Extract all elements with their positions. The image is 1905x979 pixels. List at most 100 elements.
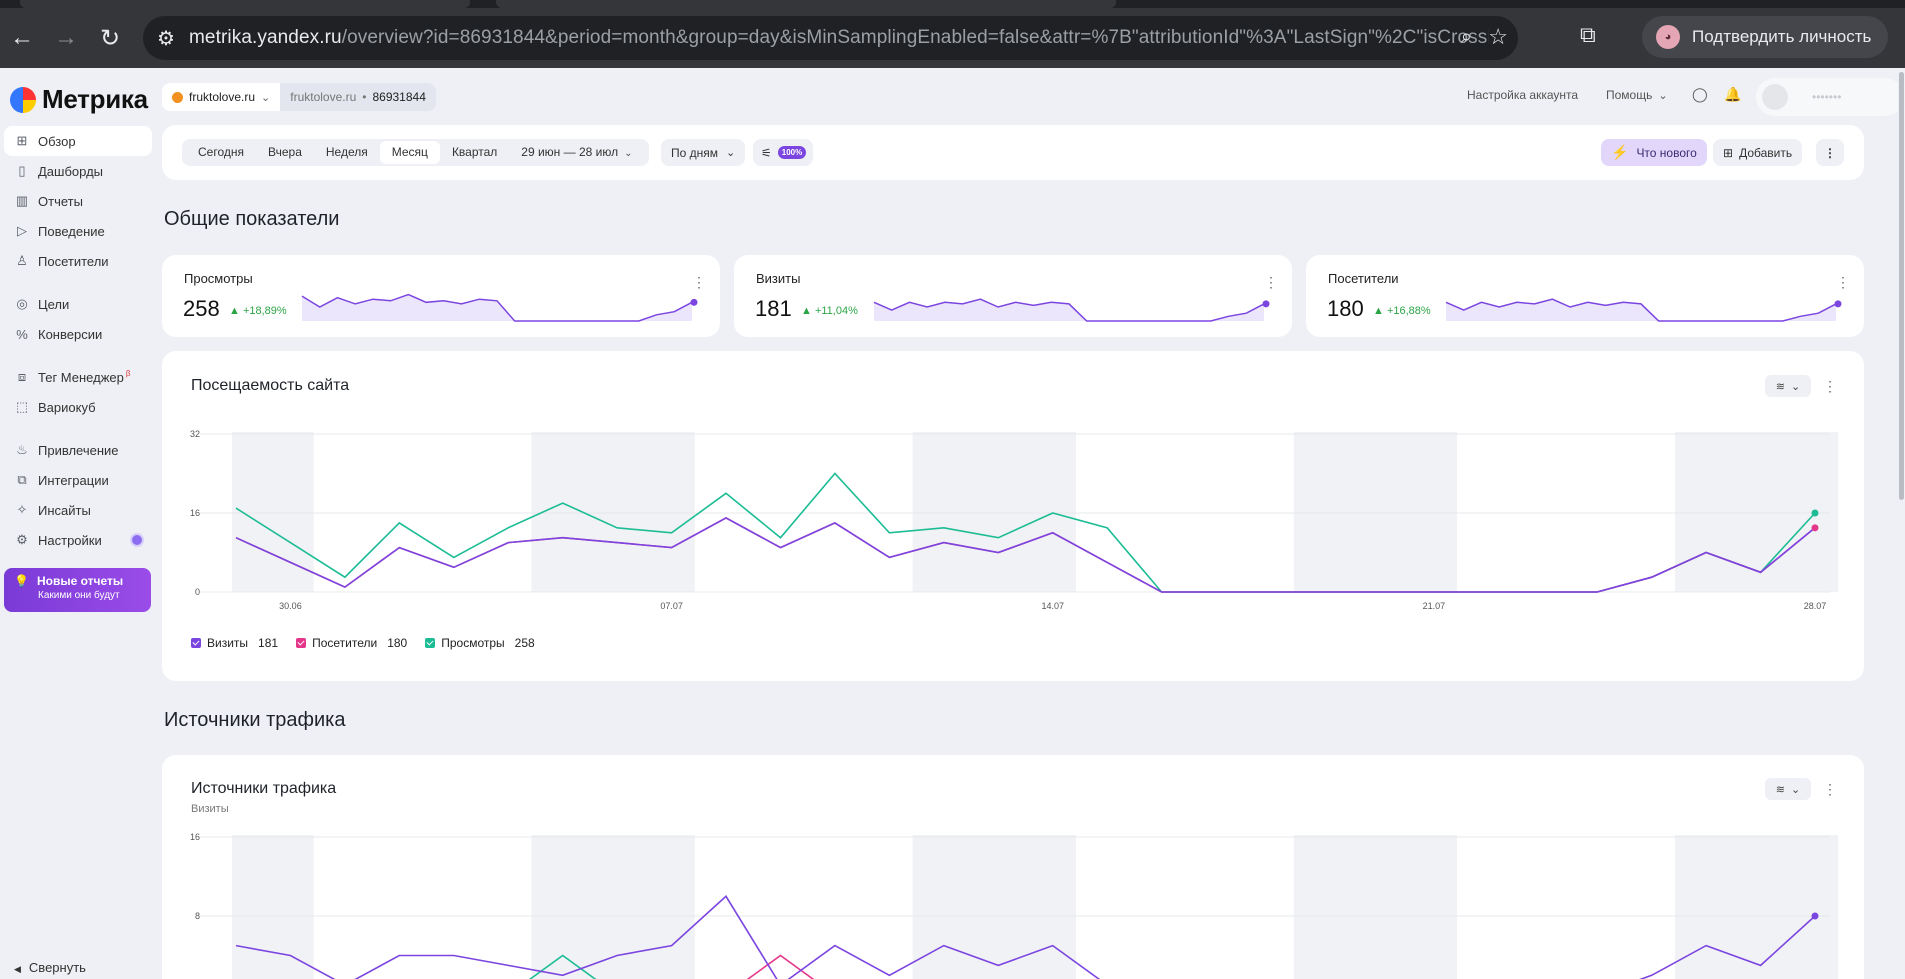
sidebar-item-label: Цели [38,296,70,312]
sidebar: Метрика ⊞ Обзор ▯ Дашборды ▥ Отчеты ▷ Поведение… [0,68,160,979]
site-dropdown[interactable]: fruktolove.ru ⌄ [162,83,280,111]
sidebar-item-4[interactable]: ♙ Посетители [4,246,152,276]
period-tab-0[interactable]: Сегодня [198,145,244,159]
add-widget-button[interactable]: ⊞ Добавить [1713,139,1803,166]
period-tab-1[interactable]: Вчера [268,145,302,159]
sidebar-item-7[interactable]: ⧈ Тег Менеджер β [4,362,152,392]
settings-notification-dot [132,535,142,545]
whats-new-button[interactable]: ⚡ Что нового [1601,139,1707,166]
grouping-dropdown[interactable]: По дням ⌄ [661,139,746,166]
target-icon: ◎ [16,296,28,311]
period-tab-3[interactable]: Месяц [379,141,440,164]
browser-tab[interactable] [496,0,1116,8]
fire-icon: ♨ [16,442,28,457]
kpi-card[interactable] [734,255,1292,337]
sidebar-item-label: Дашборды [38,163,103,179]
collapse-sidebar-button[interactable]: ◀ Свернуть [14,960,86,975]
checkbox-icon[interactable] [425,638,436,648]
kpi-delta-value: +18,89% [242,305,287,317]
url-host: metrika.yandex.ru [189,27,342,48]
profile-button[interactable]: ◕ Подтвердить личность [1642,16,1888,58]
sidebar-item-9[interactable]: ♨ Привлечение [4,435,152,465]
sidebar-item-8[interactable]: ⬚ Вариокуб [4,392,152,422]
kpi-card[interactable] [1306,255,1864,337]
sidebar-item-5[interactable]: ◎ Цели [4,289,152,319]
sidebar-item-0[interactable]: ⊞ Обзор [4,126,152,156]
reload-icon[interactable]: ↻ [99,24,121,52]
section-title-overview: Общие показатели [164,208,340,230]
sidebar-item-3[interactable]: ▷ Поведение [4,216,152,246]
browser-tab[interactable] [20,0,470,8]
kpi-more-icon[interactable]: ⋮ [692,274,706,290]
kpi-delta: ▲ +16,88% [1373,305,1431,317]
logo-text: Метрика [42,84,148,114]
promo-subtitle: Какими они будут [38,590,120,601]
address-bar[interactable]: ⚙ metrika.yandex.ru/overview?id=86931844… [143,16,1518,60]
legend-item-2[interactable]: Просмотры 258 [425,636,535,650]
sampling-settings-button[interactable]: ⚟ 100% [753,139,813,166]
date-range-picker[interactable]: 29 июн — 28 июл ⌄ [509,141,644,164]
site-settings-icon[interactable]: ⚙ [157,27,175,50]
chevron-down-icon: ⌄ [624,148,633,159]
period-tab-4[interactable]: Квартал [451,145,498,159]
bell-icon[interactable]: 🔔 [1724,86,1742,102]
sparkline-line [301,293,693,322]
sidebar-item-label: Инсайты [38,502,91,518]
sidebar-item-label: Привлечение [38,442,119,458]
sidebar-item-11[interactable]: ✧ Инсайты [4,495,152,525]
chart-more-icon[interactable]: ⋮ [1823,378,1837,394]
sidebar-item-label: Вариокуб [38,399,96,415]
sources-chart-more-icon[interactable]: ⋮ [1823,781,1837,797]
sidebar-item-label: Посетители [38,253,109,269]
legend-item-0[interactable]: Визиты 181 [191,636,278,650]
bookmark-star-icon[interactable]: ☆ [1488,24,1508,49]
search-icon[interactable]: ⌕ [1460,26,1472,48]
page-scrollbar[interactable] [1898,68,1905,979]
kpi-delta-value: +11,04% [814,305,858,317]
traffic-chart-legend: Визиты 181 Посетители 180 Просмотры 258 [191,636,553,650]
chat-icon[interactable]: ◯ [1692,86,1708,102]
more-menu-button[interactable]: ⋮ [1816,139,1844,166]
sidebar-item-label: Обзор [38,133,76,149]
kpi-sparkline [873,298,1270,322]
url-text[interactable]: metrika.yandex.ru/overview?id=86931844&p… [189,27,1489,49]
sidebar-item-2[interactable]: ▥ Отчеты [4,186,152,216]
chevron-down-icon: ⌄ [726,147,736,159]
sparkline-area [1446,299,1836,321]
legend-item-1[interactable]: Посетители 180 [296,636,407,650]
kpi-more-icon[interactable]: ⋮ [1264,274,1278,290]
sources-chart-card [162,755,1864,979]
counter-selector[interactable]: fruktolove.ru ⌄ fruktolove.ru • 86931844 [162,83,436,111]
kpi-more-icon[interactable]: ⋮ [1836,274,1850,290]
sparkline-line [1445,298,1837,322]
sources-chart-type-button[interactable]: ≋ ⌄ [1765,778,1811,800]
user-menu[interactable]: ••••••• [1756,78,1904,116]
extensions-icon[interactable]: ⧉ [1580,22,1596,47]
help-menu[interactable]: Помощь ⌄ [1606,88,1668,102]
checkbox-icon[interactable] [191,638,201,648]
play-icon: ▷ [17,223,27,238]
checkbox-icon[interactable] [296,638,307,648]
period-tab-2[interactable]: Неделя [325,145,368,159]
new-reports-promo[interactable]: 💡 Новые отчеты Какими они будут [4,568,151,612]
menu-separator [4,276,152,289]
chevron-down-icon: ⌄ [1791,783,1801,796]
scrollbar-thumb[interactable] [1899,72,1904,500]
account-settings-link[interactable]: Настройка аккаунта [1467,88,1579,102]
back-icon[interactable]: ← [10,24,34,51]
kpi-card[interactable] [162,255,720,337]
sidebar-item-10[interactable]: ⧉ Интеграции [4,465,152,495]
lightning-icon: ⚡ [1611,144,1629,160]
forward-icon[interactable]: → [54,24,78,51]
sparkline-endpoint [1834,300,1842,308]
metrika-logo[interactable]: Метрика [10,84,148,115]
grouping-label: По дням [671,145,719,160]
kpi-title: Визиты [756,271,801,286]
sidebar-item-label: Тег Менеджер [38,369,124,385]
arrow-up-icon: ▲ [1373,305,1387,317]
sidebar-item-6[interactable]: % Конверсии [4,319,152,349]
sidebar-item-12[interactable]: ⚙ Настройки [4,525,152,555]
sidebar-item-1[interactable]: ▯ Дашборды [4,156,152,186]
chart-type-button[interactable]: ≋ ⌄ [1765,375,1811,397]
kpi-title: Посетители [1328,271,1399,286]
